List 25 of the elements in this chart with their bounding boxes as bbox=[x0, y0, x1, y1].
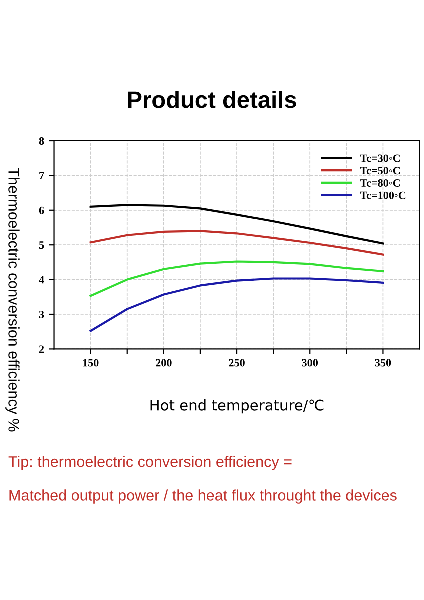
x-tick-label: 350 bbox=[375, 359, 392, 367]
x-tick-label: 150 bbox=[83, 359, 99, 367]
y-tick-label: 8 bbox=[39, 137, 44, 145]
legend-label: Tc=50◦C bbox=[360, 167, 400, 175]
legend-label: Tc=30◦C bbox=[360, 154, 400, 162]
y-tick-label: 6 bbox=[39, 206, 44, 214]
y-axis-title: Thermoelectric conversion efficiency % bbox=[6, 168, 20, 432]
y-tick-label: 2 bbox=[39, 346, 44, 354]
text: Matched output power / the heat flux throught the devices bbox=[10, 490, 397, 504]
line-series bbox=[90, 230, 384, 256]
y-tick-label: 4 bbox=[39, 276, 44, 284]
y-tick-label: 7 bbox=[40, 172, 44, 180]
line-series bbox=[90, 278, 384, 332]
y-tick-label: 5 bbox=[39, 242, 44, 250]
x-tick-label: 250 bbox=[229, 359, 245, 367]
x-axis-title: Hot end temperature/℃ bbox=[150, 400, 324, 414]
text: Tip: thermoelectric conversion efficiency = bbox=[8, 456, 292, 470]
x-tick-label: 300 bbox=[302, 359, 318, 367]
y-tick-label: 3 bbox=[39, 310, 44, 318]
legend-label: Tc=80◦C bbox=[360, 179, 400, 187]
x-tick-label: 200 bbox=[156, 359, 172, 367]
chart-title: Product details bbox=[128, 90, 296, 108]
line-series bbox=[90, 204, 384, 245]
legend-label: Tc=100◦C bbox=[360, 192, 406, 200]
line-series bbox=[90, 260, 384, 298]
